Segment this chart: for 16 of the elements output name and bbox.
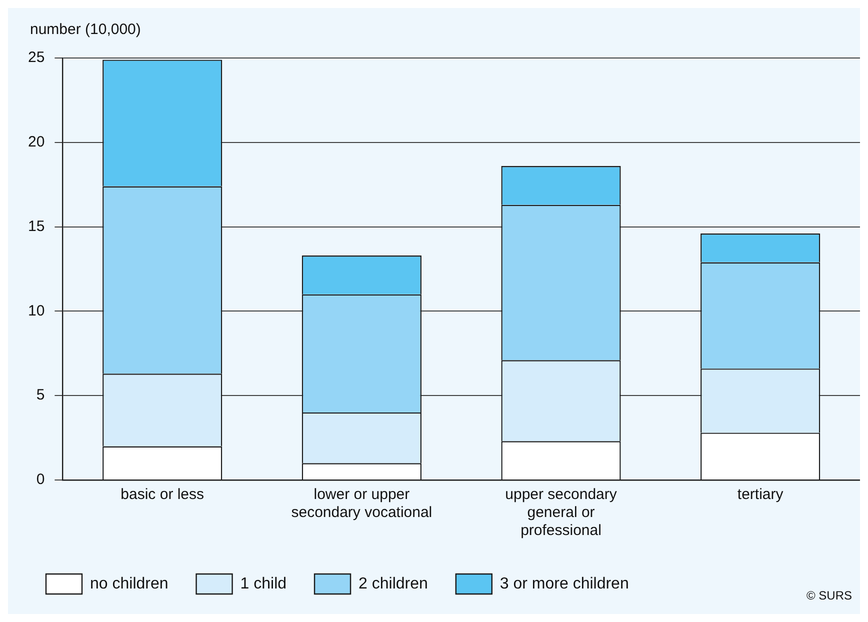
- text: © SURS: [806, 588, 852, 602]
- y-tick-label: 25: [28, 49, 45, 66]
- y-tick-label: 15: [28, 218, 45, 235]
- x-tick-label: lower or upper secondary vocational: [291, 486, 432, 522]
- x-tick-label: tertiary: [737, 486, 784, 504]
- y-axis-title: number (10,000): [30, 21, 141, 38]
- x-tick-label: basic or less: [120, 486, 204, 504]
- legend-label: 2 children: [358, 575, 428, 592]
- y-tick-label: 0: [36, 471, 45, 488]
- legend-label: no children: [90, 575, 168, 592]
- y-tick-label: 5: [36, 386, 45, 404]
- legend-label: 3 or more children: [500, 575, 629, 592]
- x-tick-label: upper secondary general or professional: [505, 486, 618, 540]
- y-tick-label: 10: [28, 302, 45, 320]
- y-tick-label: 20: [28, 134, 45, 151]
- legend-label: 1 child: [240, 575, 287, 592]
